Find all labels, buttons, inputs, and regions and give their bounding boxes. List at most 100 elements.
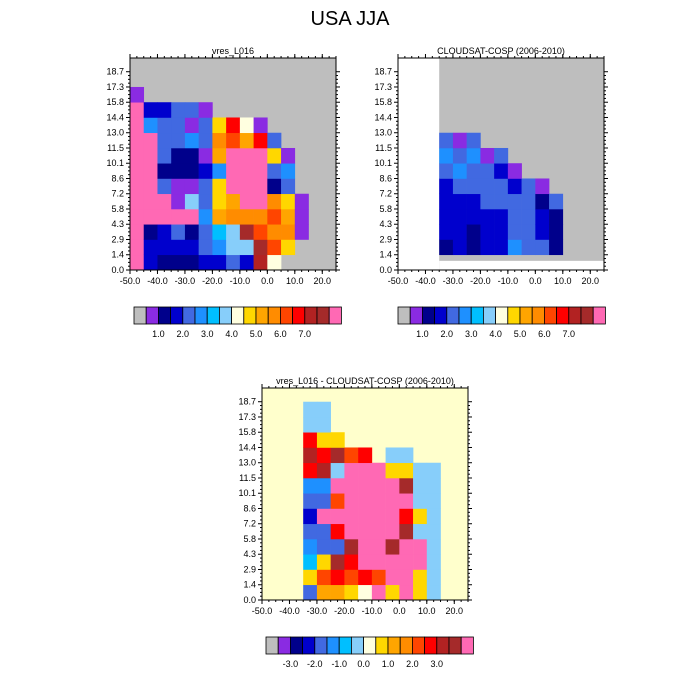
heatmap-cell (316, 584, 331, 601)
heatmap-cell (480, 224, 495, 240)
colorbar-swatch (399, 636, 413, 655)
heatmap-cell (198, 147, 213, 164)
heatmap-cell (171, 132, 186, 149)
heatmap-cell (281, 208, 296, 225)
heatmap-cell (303, 447, 318, 464)
heatmap-cell (303, 493, 318, 509)
heatmap-cell (480, 147, 495, 164)
heatmap-cell (253, 254, 268, 271)
colorbar-label: 1.0 (382, 659, 395, 669)
colorbar-swatch (328, 306, 342, 325)
heatmap-cell (507, 178, 522, 195)
heatmap-cell (171, 102, 186, 118)
heatmap-cell (385, 477, 400, 494)
heatmap-cell (330, 523, 345, 540)
heatmap-cell (130, 254, 145, 271)
heatmap-cell (303, 462, 318, 479)
colorbar-swatch (265, 636, 279, 655)
colorbar-label: 2.0 (441, 329, 454, 339)
x-tick-label: -10.0 (362, 606, 383, 616)
heatmap-cell (344, 554, 359, 570)
heatmap-cell (130, 163, 145, 179)
colorbar-swatch (580, 306, 594, 325)
heatmap-cell (226, 163, 241, 179)
y-tick-label: 2.9 (243, 564, 256, 574)
heatmap-cell (184, 239, 199, 256)
x-tick-label: -50.0 (388, 276, 409, 286)
colorbar-swatch (304, 306, 318, 325)
heatmap-cell (358, 523, 373, 540)
heatmap-cell (535, 178, 550, 195)
heatmap-cell (184, 193, 199, 210)
heatmap-cell (212, 132, 227, 149)
heatmap-cell (507, 224, 522, 240)
heatmap-cell (143, 224, 158, 240)
y-tick-label: 17.3 (374, 82, 392, 92)
heatmap-cell (521, 239, 536, 256)
heatmap-cell (371, 584, 386, 601)
colorbar-swatch (157, 306, 171, 325)
heatmap-cell (184, 224, 199, 240)
x-tick-label: -20.0 (470, 276, 491, 286)
heatmap-cell (157, 224, 172, 240)
y-tick-label: 1.4 (111, 250, 124, 260)
heatmap-cell (316, 508, 331, 525)
y-tick-label: 11.5 (375, 143, 392, 153)
heatmap-cell (303, 523, 318, 540)
heatmap-cell (494, 147, 509, 164)
heatmap-cell (171, 178, 186, 195)
heatmap-cell (521, 208, 536, 225)
colorbar-swatch (421, 306, 435, 325)
heatmap-cell (184, 208, 199, 225)
heatmap-cell (212, 147, 227, 164)
heatmap-cell (184, 163, 199, 179)
heatmap-cell (212, 254, 227, 271)
heatmap-cell (143, 239, 158, 256)
heatmap-cell (385, 462, 400, 479)
heatmap-cell (130, 224, 145, 240)
heatmap-cell (480, 178, 495, 195)
x-tick-label: 20.0 (446, 606, 464, 616)
heatmap-cell (358, 508, 373, 525)
heatmap-cell (226, 239, 241, 256)
colorbar-swatch (495, 306, 509, 325)
heatmap-cell (267, 193, 282, 210)
panel-title: CLOUDSAT-COSP (2006-2010) (437, 46, 565, 56)
colorbar-swatch (243, 306, 257, 325)
heatmap-cell (157, 132, 172, 149)
x-tick-label: 20.0 (582, 276, 600, 286)
heatmap-cell (358, 462, 373, 479)
colorbar-swatch (194, 306, 208, 325)
heatmap-cell (439, 208, 454, 225)
y-tick-label: 18.7 (238, 397, 256, 407)
heatmap-cell (494, 163, 509, 179)
colorbar-swatch (448, 636, 462, 655)
heatmap-cell (184, 178, 199, 195)
heatmap-cell (130, 178, 145, 195)
y-tick-label: 14.4 (374, 112, 392, 122)
colorbar-swatch (218, 306, 232, 325)
y-tick-label: 1.4 (379, 250, 392, 260)
panel-3: vres_L016 - CLOUDSAT-COSP (2006-2010) 0.0… (238, 376, 474, 669)
x-tick-label: -10.0 (498, 276, 519, 286)
x-tick-label: -30.0 (443, 276, 464, 286)
heatmap-cell (399, 538, 414, 555)
y-tick-label: 13.0 (374, 128, 392, 138)
y-tick-label: 13.0 (106, 128, 124, 138)
y-tick-label: 5.8 (243, 534, 256, 544)
heatmap-cell (253, 163, 268, 179)
y-tick-label: 18.7 (374, 67, 392, 77)
colorbar-swatch (363, 636, 377, 655)
heatmap-cell (426, 462, 441, 479)
heatmap-cell (358, 493, 373, 509)
colorbar-swatch (375, 636, 389, 655)
heatmap-cell (426, 493, 441, 509)
heatmap-cell (316, 569, 331, 586)
heatmap-cell (413, 584, 428, 601)
heatmap-cell (171, 208, 186, 225)
heatmap-cell (371, 477, 386, 494)
y-tick-label: 8.6 (243, 503, 256, 513)
colorbar-label: 5.0 (250, 329, 263, 339)
heatmap-cell (466, 147, 481, 164)
heatmap-cell (294, 224, 309, 240)
